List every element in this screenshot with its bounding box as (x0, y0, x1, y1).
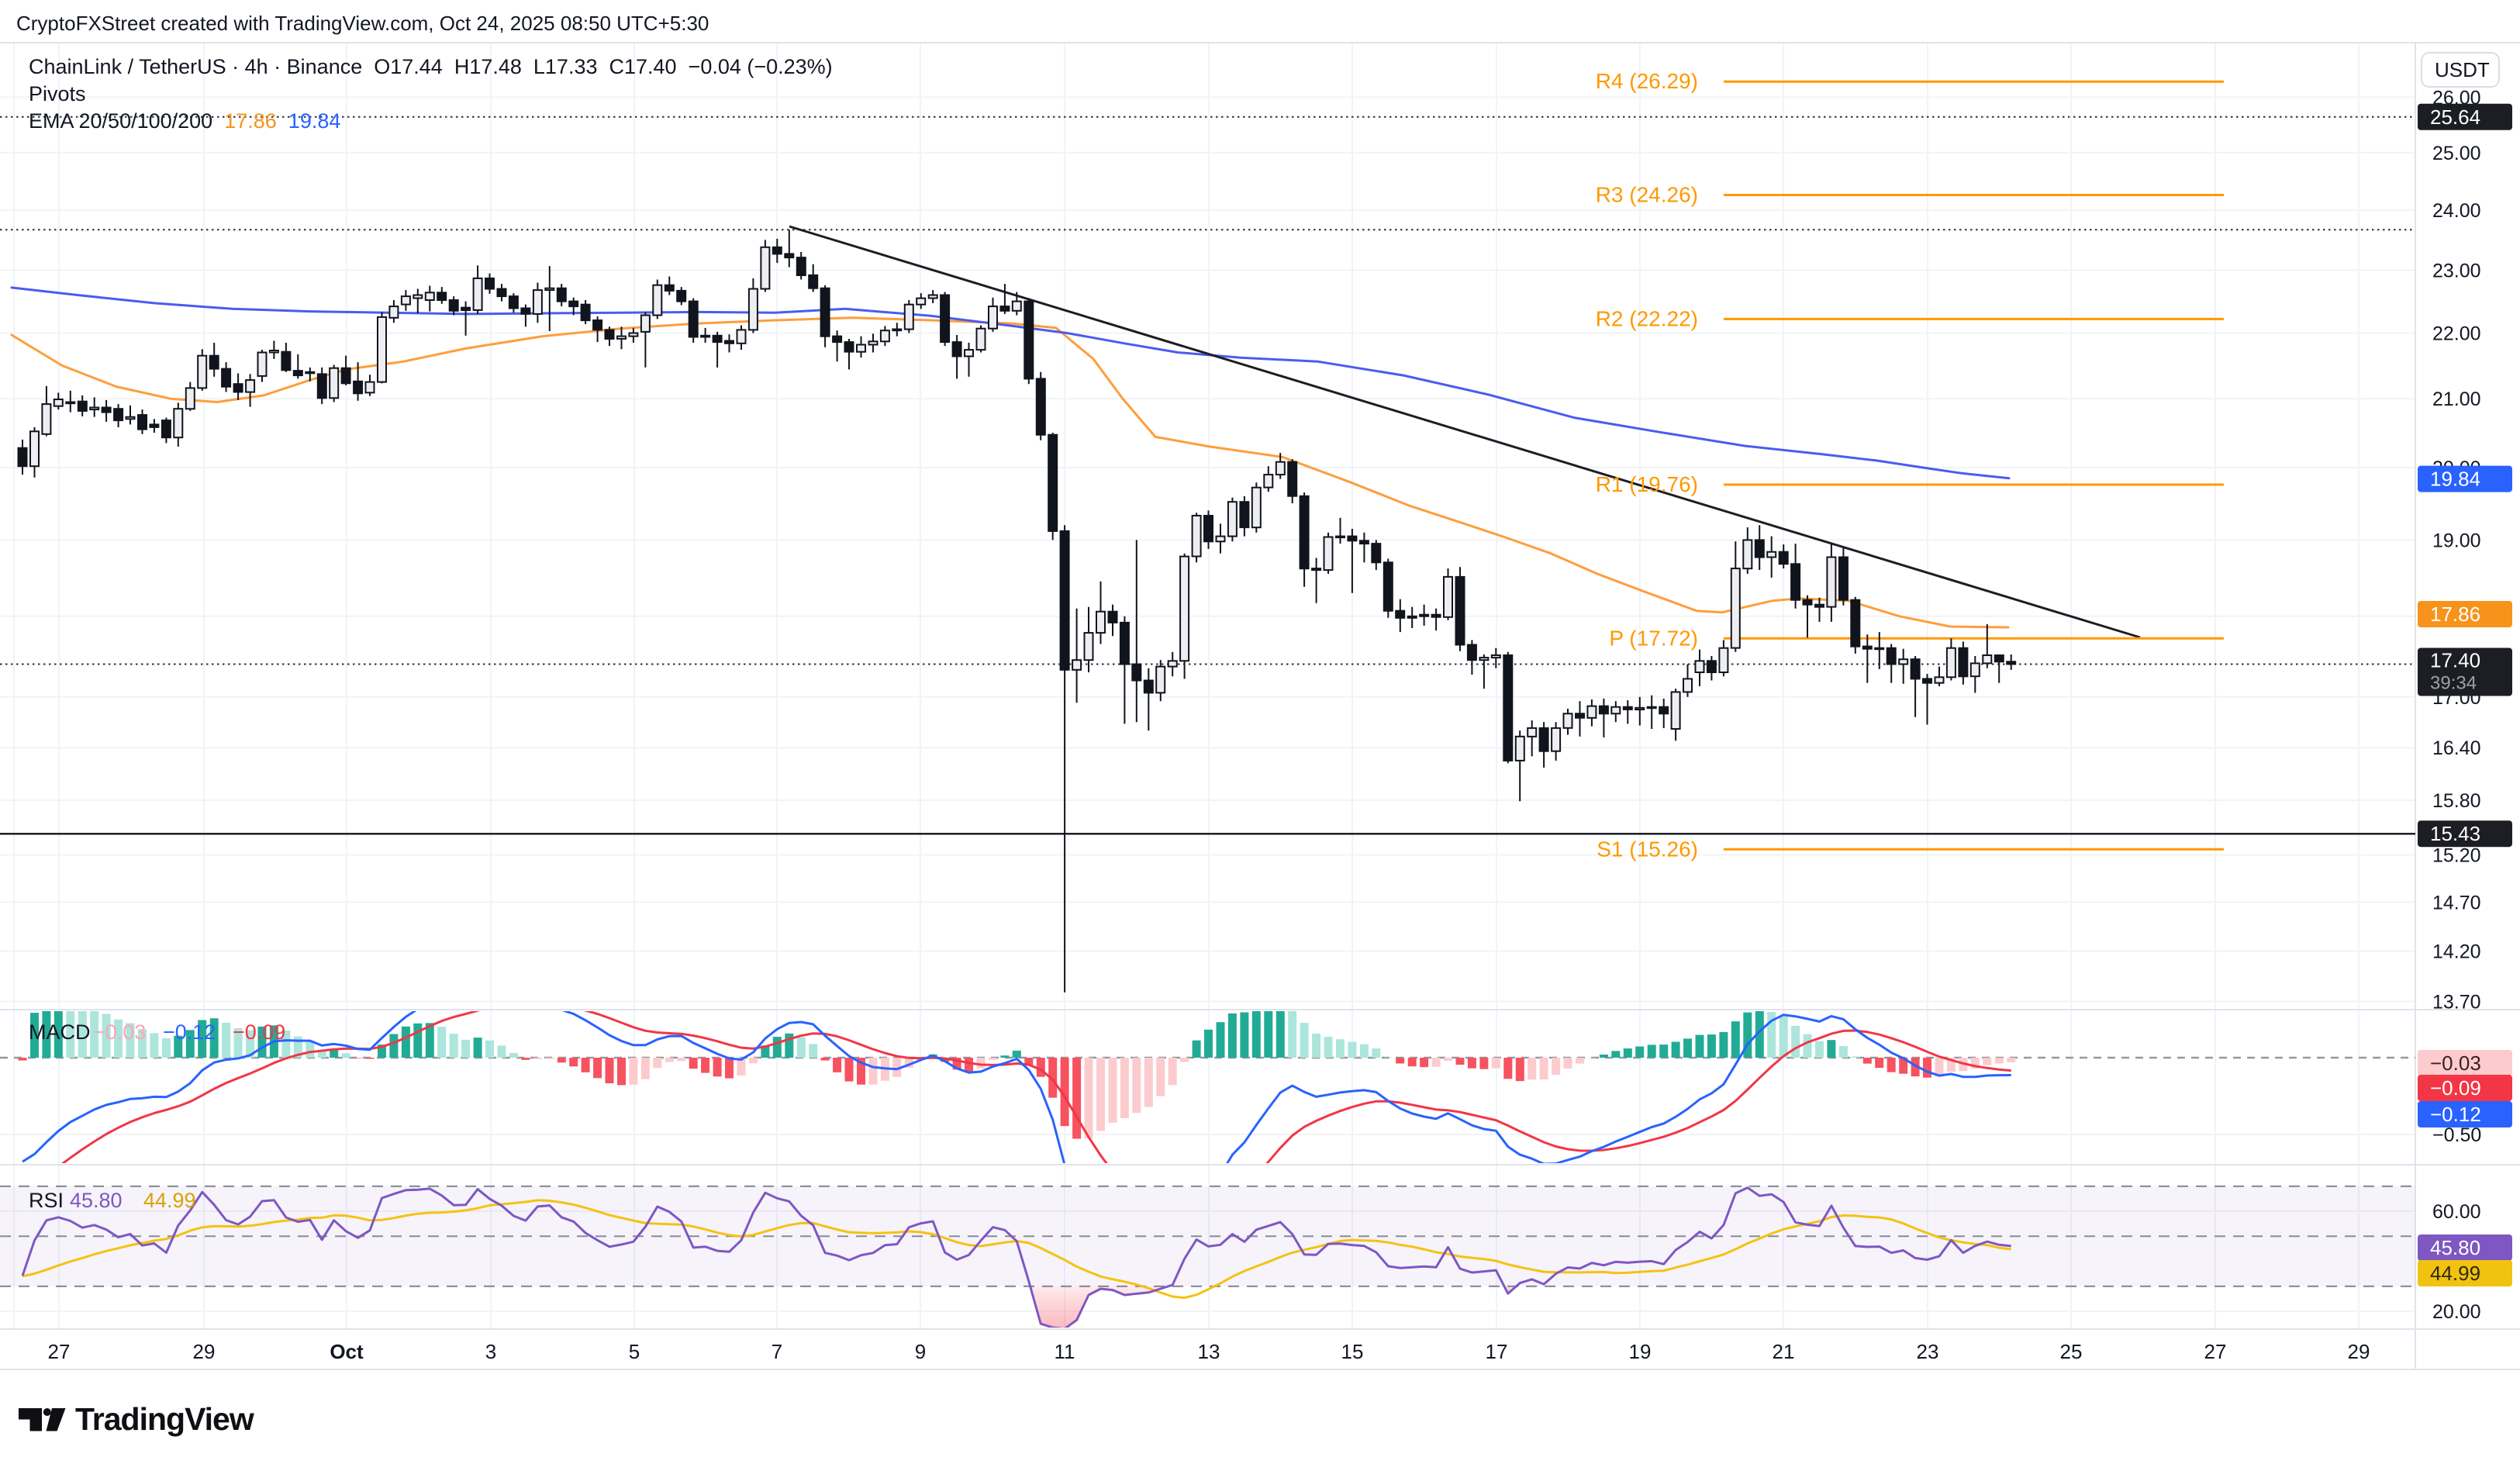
svg-text:TradingView: TradingView (75, 1401, 254, 1437)
svg-text:Oct: Oct (330, 1340, 364, 1363)
svg-text:45.80: 45.80 (2430, 1236, 2480, 1259)
svg-text:5: 5 (629, 1340, 640, 1363)
svg-text:−0.03: −0.03 (2430, 1051, 2481, 1075)
svg-text:19.00: 19.00 (2432, 530, 2481, 551)
svg-text:11: 11 (1055, 1340, 1075, 1363)
svg-text:R4 (26.29): R4 (26.29) (1596, 69, 1698, 93)
svg-text:R3 (24.26): R3 (24.26) (1596, 183, 1698, 207)
svg-text:−0.09: −0.09 (233, 1020, 285, 1044)
svg-text:S1 (15.26): S1 (15.26) (1597, 837, 1698, 861)
svg-text:−0.50: −0.50 (2432, 1124, 2481, 1146)
svg-text:19: 19 (1629, 1340, 1652, 1363)
svg-text:21: 21 (1773, 1340, 1795, 1363)
svg-text:25.00: 25.00 (2432, 143, 2481, 164)
svg-text:EMA 20/50/100/200 17.86 19.8: EMA 20/50/100/200 17.86 19.84 (29, 109, 340, 133)
svg-text:27: 27 (2204, 1340, 2227, 1363)
svg-text:17.86: 17.86 (2430, 603, 2480, 626)
svg-text:29: 29 (193, 1340, 216, 1363)
svg-text:22.00: 22.00 (2432, 323, 2481, 345)
svg-text:13: 13 (1198, 1340, 1220, 1363)
svg-text:21.00: 21.00 (2432, 388, 2481, 410)
svg-text:29: 29 (2348, 1340, 2370, 1363)
svg-text:14.20: 14.20 (2432, 941, 2481, 962)
svg-text:23: 23 (1917, 1340, 1939, 1363)
svg-text:R1 (19.76): R1 (19.76) (1596, 472, 1698, 496)
svg-text:CryptoFXStreet created with Tr: CryptoFXStreet created with TradingView.… (16, 12, 709, 35)
svg-text:−0.09: −0.09 (2430, 1076, 2481, 1100)
svg-text:P (17.72): P (17.72) (1609, 626, 1698, 650)
svg-text:27: 27 (48, 1340, 71, 1363)
svg-text:39:34: 39:34 (2430, 673, 2477, 694)
svg-text:15.43: 15.43 (2430, 822, 2480, 845)
svg-text:15: 15 (1341, 1340, 1364, 1363)
svg-text:14.70: 14.70 (2432, 892, 2481, 913)
svg-text:15.20: 15.20 (2432, 845, 2481, 867)
svg-text:RSI: RSI (29, 1189, 64, 1212)
svg-text:3: 3 (485, 1340, 496, 1363)
svg-text:−0.12: −0.12 (2430, 1103, 2481, 1126)
svg-text:7: 7 (772, 1340, 782, 1363)
svg-text:45.80: 45.80 (70, 1189, 123, 1212)
svg-text:R2 (22.22): R2 (22.22) (1596, 306, 1698, 330)
svg-text:44.99: 44.99 (2430, 1262, 2480, 1285)
svg-text:17.40: 17.40 (2430, 649, 2480, 672)
svg-text:MACD: MACD (29, 1020, 91, 1044)
svg-text:Pivots: Pivots (29, 82, 86, 105)
svg-text:23.00: 23.00 (2432, 261, 2481, 282)
svg-text:19.84: 19.84 (2430, 468, 2480, 491)
svg-text:20.00: 20.00 (2432, 1301, 2481, 1323)
svg-text:ChainLink / TetherUS · 4h · Bi: ChainLink / TetherUS · 4h · Binance O17.… (29, 55, 833, 78)
svg-text:25.64: 25.64 (2430, 105, 2480, 129)
svg-text:13.70: 13.70 (2432, 992, 2481, 1013)
svg-text:24.00: 24.00 (2432, 200, 2481, 222)
svg-text:−0.12: −0.12 (163, 1020, 216, 1044)
svg-text:−0.03: −0.03 (93, 1020, 146, 1044)
svg-text:16.40: 16.40 (2432, 737, 2481, 759)
svg-text:44.99: 44.99 (143, 1189, 196, 1212)
svg-text:9: 9 (915, 1340, 926, 1363)
svg-text:USDT: USDT (2435, 58, 2490, 81)
svg-text:17: 17 (1486, 1340, 1508, 1363)
svg-text:15.80: 15.80 (2432, 790, 2481, 812)
svg-text:60.00: 60.00 (2432, 1201, 2481, 1223)
svg-text:25: 25 (2060, 1340, 2083, 1363)
